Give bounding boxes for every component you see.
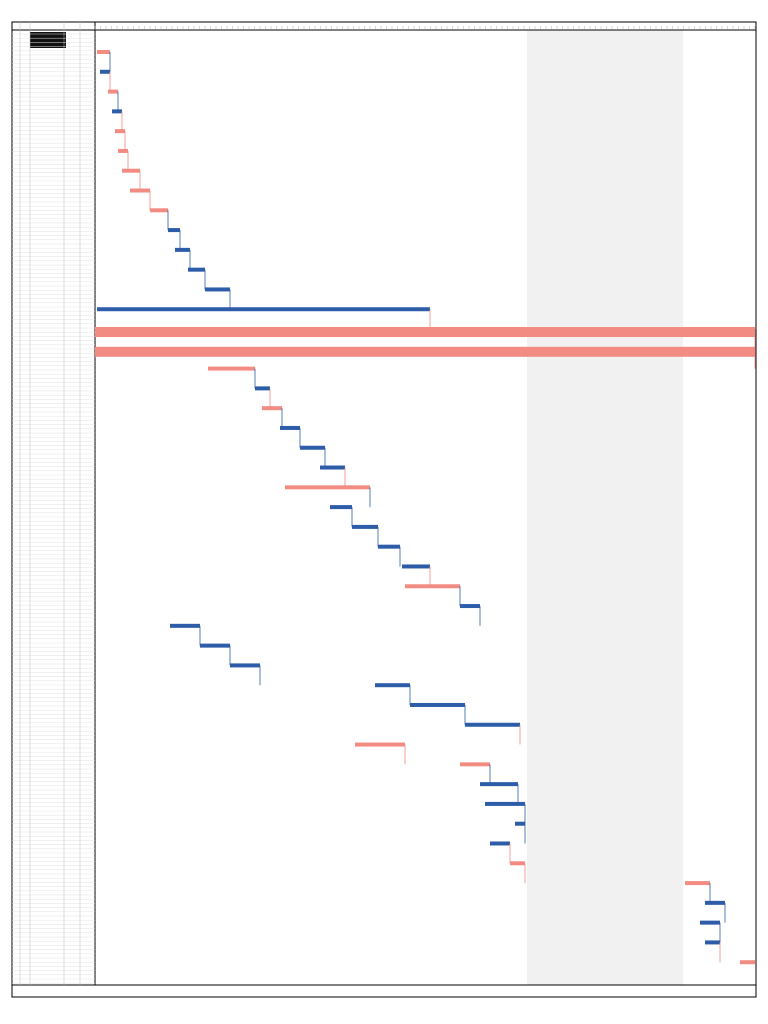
task-bar — [115, 129, 125, 134]
task-bar — [490, 841, 510, 846]
task-bar — [108, 89, 118, 94]
task-bar — [285, 485, 370, 490]
task-bar — [685, 881, 710, 886]
task-bar — [97, 307, 430, 312]
task-bar — [200, 643, 230, 648]
task-bar — [480, 782, 518, 787]
task-bar — [188, 267, 205, 272]
task-bar — [255, 386, 270, 391]
note-box — [30, 32, 66, 48]
task-bar — [230, 663, 260, 668]
task-bar — [375, 683, 410, 688]
task-bar — [262, 406, 282, 411]
task-bar — [95, 346, 755, 357]
task-bar — [460, 604, 480, 609]
task-bar — [100, 69, 110, 74]
task-bar — [510, 861, 525, 866]
task-bar — [460, 762, 490, 767]
task-bar — [208, 366, 255, 371]
table-rows — [12, 22, 95, 985]
task-bar — [410, 702, 465, 707]
task-bar — [150, 208, 168, 213]
task-bar — [705, 900, 725, 905]
task-bar — [740, 960, 755, 965]
task-bar — [402, 564, 430, 569]
task-bar — [515, 821, 525, 826]
task-bar — [705, 940, 720, 945]
task-bar — [405, 584, 460, 589]
task-bar — [122, 168, 140, 173]
task-bar — [320, 465, 345, 470]
task-bar — [97, 50, 110, 54]
task-bar — [378, 544, 400, 549]
task-bar — [118, 148, 128, 153]
task-bar — [352, 524, 378, 529]
task-bar — [485, 801, 525, 806]
task-bar — [95, 327, 755, 338]
task-bar — [355, 742, 405, 747]
task-bar — [300, 445, 325, 450]
task-bar — [280, 425, 300, 430]
nonworking-shade — [527, 30, 683, 985]
frame — [11, 21, 757, 998]
task-bar — [330, 505, 352, 510]
task-bar — [168, 228, 180, 233]
task-bar — [465, 722, 520, 727]
task-bar — [170, 623, 200, 628]
task-bar — [112, 109, 122, 114]
task-bar — [700, 920, 720, 925]
task-bar — [205, 287, 230, 292]
task-bar — [175, 247, 190, 252]
